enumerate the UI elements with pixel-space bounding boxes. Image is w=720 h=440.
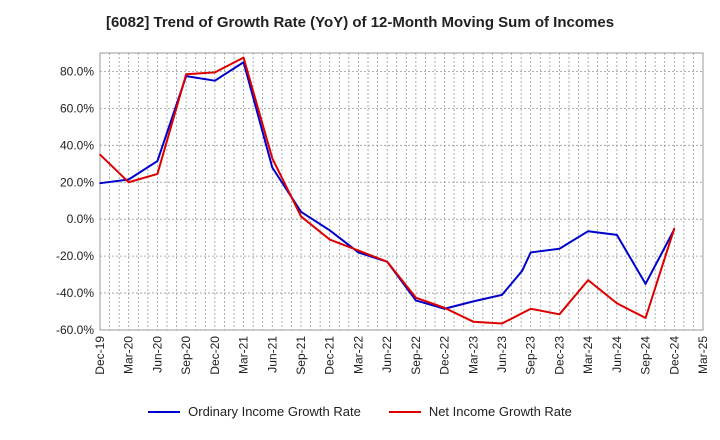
x-tick-label: Sep-21: [294, 336, 308, 375]
data-point-net: [127, 181, 130, 184]
data-point-ordinary: [587, 230, 589, 233]
x-tick-label: Mar-20: [122, 336, 136, 374]
data-point-ordinary: [472, 300, 475, 303]
data-point-net: [501, 322, 503, 325]
data-point-net: [300, 215, 302, 218]
data-point-ordinary: [156, 160, 159, 162]
y-tick-label: -60.0%: [56, 323, 94, 337]
data-point-ordinary: [127, 178, 130, 181]
data-point-ordinary: [529, 251, 532, 254]
data-point-ordinary: [501, 294, 503, 296]
data-point-net: [357, 249, 360, 252]
data-point-net: [529, 307, 532, 310]
y-tick-label: -20.0%: [56, 249, 94, 263]
legend-swatch-ordinary: [148, 410, 181, 413]
data-point-net: [214, 71, 216, 74]
data-point-net: [558, 313, 561, 316]
x-tick-label: Mar-23: [466, 336, 480, 374]
axis-layer: 80.0% 60.0% 40.0% 20.0% 0.0% -20.0% -40.0% -60.…: [56, 64, 710, 374]
x-tick-label: Mar-25: [696, 336, 710, 374]
x-tick-label: Mar-21: [237, 336, 251, 374]
data-point-ordinary: [521, 270, 523, 272]
y-tick-label: 80.0%: [60, 64, 94, 78]
data-point-net: [587, 279, 589, 281]
data-point-net: [443, 307, 446, 309]
y-tick-label: 20.0%: [60, 175, 94, 189]
data-point-ordinary: [328, 229, 331, 232]
x-tick-label: Dec-19: [93, 336, 107, 375]
data-point-ordinary: [214, 79, 216, 82]
x-tick-label: Dec-22: [438, 336, 452, 375]
x-tick-label: Dec-24: [667, 336, 681, 375]
data-point-net: [185, 73, 187, 76]
legend-item-net: Net Income Growth Rate: [388, 404, 572, 419]
x-tick-label: Dec-23: [552, 336, 566, 375]
x-tick-label: Dec-20: [208, 336, 222, 375]
x-tick-label: Jun-23: [495, 336, 509, 373]
data-point-ordinary: [415, 299, 417, 302]
legend-label-ordinary: Ordinary Income Growth Rate: [188, 404, 361, 419]
y-tick-label: 0.0%: [67, 212, 95, 226]
data-point-ordinary: [300, 211, 302, 213]
grid-layer: [99, 52, 704, 331]
y-tick-label: 40.0%: [60, 138, 94, 152]
plot-border: [99, 52, 704, 331]
x-tick-label: Jun-20: [150, 336, 164, 373]
data-point-net: [386, 260, 388, 263]
plot-area: 80.0% 60.0% 40.0% 20.0% 0.0% -20.0% -40.0% -60.…: [56, 52, 710, 375]
x-tick-label: Jun-24: [610, 336, 624, 373]
data-point-net: [644, 317, 647, 319]
x-tick-label: Mar-24: [581, 336, 595, 374]
data-point-net: [242, 56, 245, 59]
legend-swatch-net: [388, 410, 421, 413]
data-point-net: [415, 296, 417, 299]
series-layer: [99, 56, 676, 325]
data-point-net: [271, 157, 274, 160]
legend-label-net: Net Income Growth Rate: [428, 404, 572, 419]
x-tick-label: Dec-21: [323, 336, 337, 375]
x-tick-label: Jun-21: [265, 336, 279, 373]
legend-item-ordinary: Ordinary Income Growth Rate: [148, 404, 361, 419]
data-point-ordinary: [558, 247, 561, 250]
x-tick-label: Sep-23: [524, 336, 538, 375]
data-point-net: [673, 227, 676, 230]
data-point-net: [99, 153, 101, 156]
x-tick-label: Sep-22: [409, 336, 423, 375]
y-tick-label: 60.0%: [60, 101, 94, 115]
y-tick-label: -40.0%: [56, 286, 94, 300]
data-point-net: [472, 320, 475, 323]
data-point-net: [328, 238, 331, 241]
x-tick-label: Sep-20: [179, 336, 193, 375]
data-point-ordinary: [99, 182, 101, 184]
data-point-ordinary: [616, 234, 618, 236]
chart-title: [6082] Trend of Growth Rate (YoY) of 12-…: [105, 14, 615, 31]
x-tick-label: Jun-22: [380, 336, 394, 373]
data-point-ordinary: [271, 166, 274, 169]
data-point-ordinary: [644, 283, 647, 285]
data-point-net: [156, 173, 159, 175]
data-point-net: [616, 302, 618, 305]
x-tick-label: Mar-22: [351, 336, 365, 374]
data-point-ordinary: [357, 251, 360, 254]
legend: Ordinary Income Growth Rate Net Income G…: [0, 404, 720, 419]
x-tick-label: Sep-24: [639, 336, 653, 375]
